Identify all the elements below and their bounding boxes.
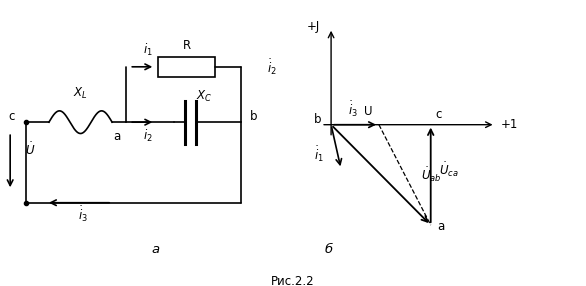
Text: $\dot{i}_1$: $\dot{i}_1$ [314,144,324,164]
Text: б: б [324,243,332,256]
Text: $\dot{i}_3$: $\dot{i}_3$ [79,205,88,225]
Text: $i_1$: $i_1$ [143,42,153,58]
Text: $\dot{U}_{ca}$: $\dot{U}_{ca}$ [439,160,458,179]
Text: a: a [114,130,121,143]
Text: $\dot{i}_3$: $\dot{i}_3$ [348,100,358,120]
Text: $i_2$: $i_2$ [143,128,153,144]
Text: $\dot{i}_2$: $\dot{i}_2$ [267,57,277,77]
Text: U: U [364,105,373,118]
Text: а: а [151,243,159,256]
Text: Рис.2.2: Рис.2.2 [271,275,315,286]
Text: c: c [8,110,15,123]
Text: c: c [436,108,442,121]
Text: +J: +J [306,20,320,33]
Text: a: a [438,220,445,233]
Text: $X_L$: $X_L$ [73,86,88,101]
Text: b: b [314,113,321,126]
Text: $\dot{U}$: $\dot{U}$ [25,142,35,158]
Text: $\dot{U}_{ab}$: $\dot{U}_{ab}$ [421,166,441,184]
Text: $X_C$: $X_C$ [196,89,212,104]
Text: +1: +1 [500,118,518,131]
Text: R: R [183,39,191,52]
Bar [158,57,216,77]
Text: b: b [250,110,257,123]
